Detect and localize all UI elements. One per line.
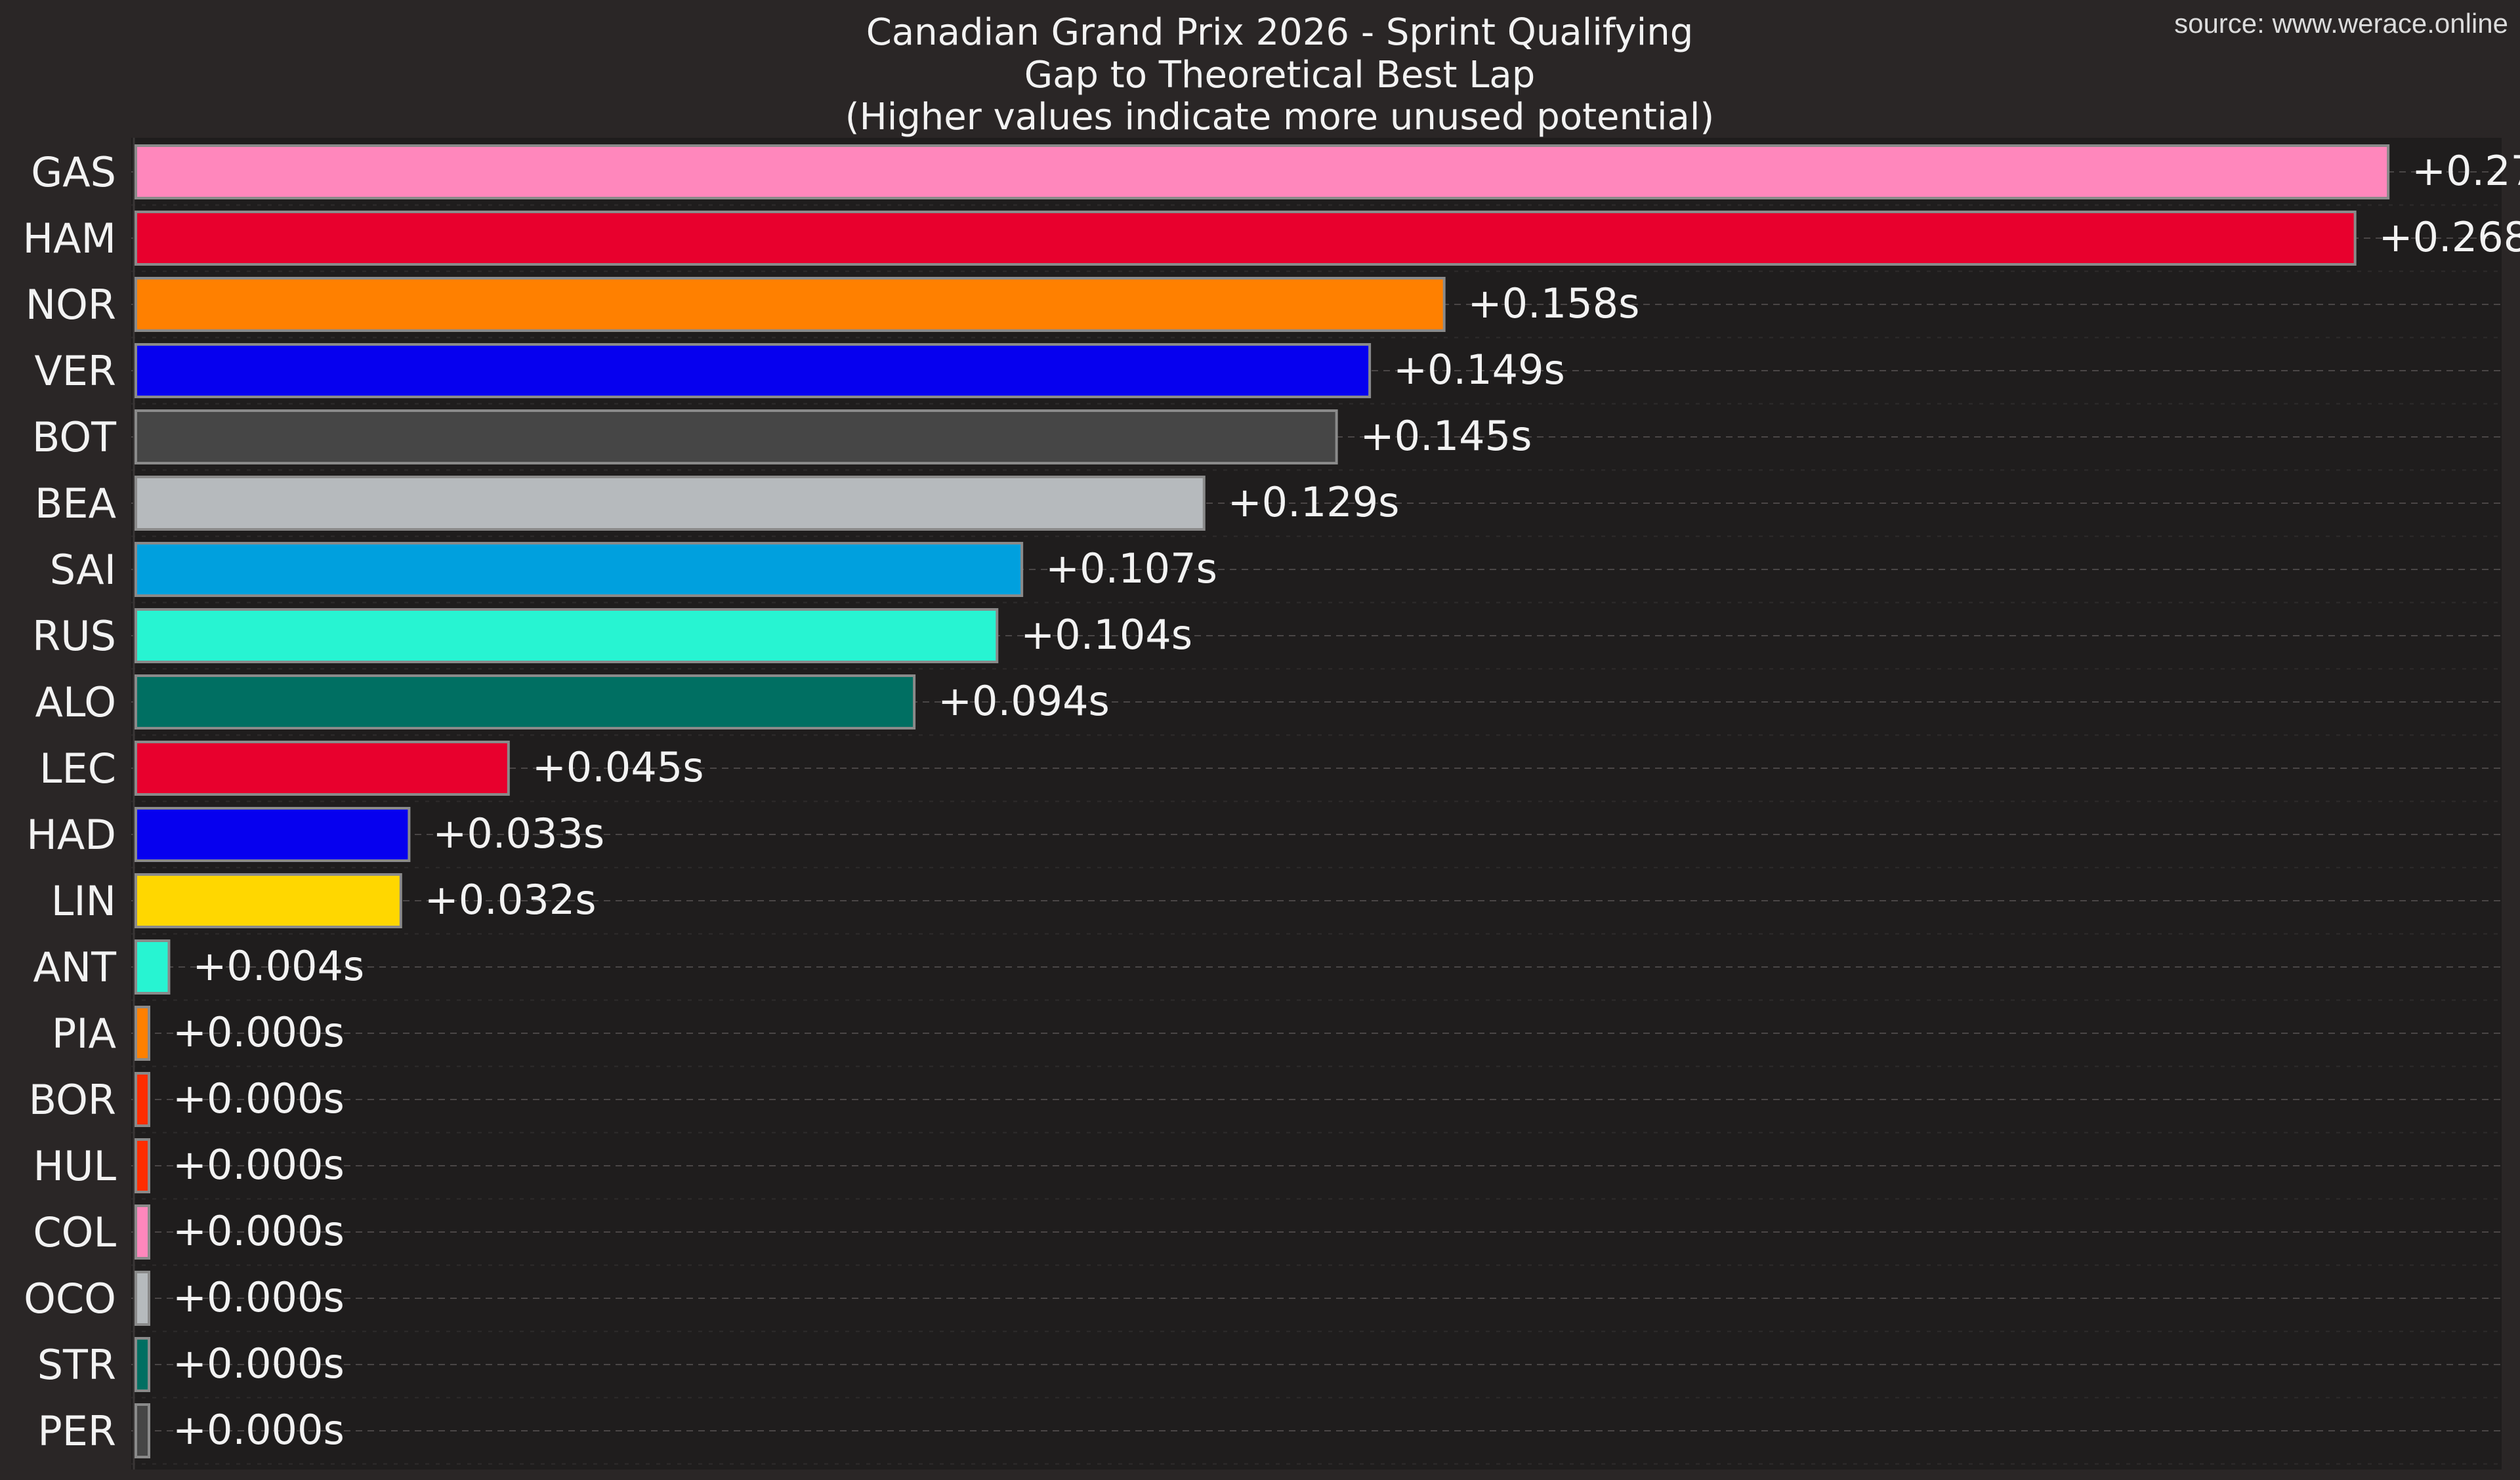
bar-rus: [135, 608, 999, 663]
data-label: +0.000s: [173, 1008, 345, 1056]
y-tick-label: BOR: [29, 1076, 116, 1124]
chart-note: (Higher values indicate more unused pote…: [845, 96, 1715, 138]
bar-oco: [135, 1271, 150, 1326]
y-tick-label: ANT: [33, 943, 117, 991]
data-label: +0.268s: [2379, 213, 2520, 261]
data-label: +0.158s: [1468, 279, 1640, 327]
chart-title: Canadian Grand Prix 2026 - Sprint Qualif…: [866, 11, 1694, 54]
bar-pia: [135, 1006, 150, 1061]
data-label: +0.272s: [2412, 147, 2520, 195]
data-labels: +0.272s +0.268s +0.158s +0.149s +0.145s +0.12…: [173, 147, 2520, 1454]
y-tick-label: HUL: [33, 1142, 116, 1190]
bar-bot: [135, 409, 1338, 464]
bars: [135, 144, 2390, 1458]
bar-bea: [135, 476, 1206, 531]
bar-per: [135, 1403, 150, 1458]
data-label: +0.032s: [425, 876, 597, 924]
y-tick-label: BEA: [35, 480, 116, 527]
bar-hul: [135, 1138, 150, 1193]
data-label: +0.129s: [1228, 478, 1400, 526]
bar-had: [135, 807, 411, 862]
y-tick-label: ALO: [35, 678, 116, 726]
y-tick-label: BOT: [32, 413, 117, 461]
bar-lin: [135, 873, 402, 928]
bar-alo: [135, 674, 916, 730]
bar-ant: [135, 939, 171, 995]
data-label: +0.000s: [173, 1406, 345, 1454]
y-tick-label: RUS: [32, 612, 116, 660]
data-label: +0.000s: [173, 1207, 345, 1255]
data-label: +0.000s: [173, 1273, 345, 1321]
data-label: +0.000s: [173, 1141, 345, 1189]
y-tick-label: HAM: [22, 215, 116, 262]
y-tick-label: PIA: [52, 1010, 116, 1058]
y-tick-label: PER: [37, 1407, 116, 1455]
plot-area: [131, 138, 2502, 1470]
bar-bor: [135, 1072, 150, 1127]
data-label: +0.000s: [173, 1075, 345, 1122]
y-tick-label: COL: [33, 1208, 116, 1256]
data-label: +0.033s: [432, 810, 604, 857]
y-tick-labels: GAS HAM NOR VER BOT BEA SAI RUS ALO LEC HAD LIN ANT P…: [22, 148, 117, 1455]
source-credit: source: www.werace.online: [2174, 8, 2508, 39]
data-label: +0.045s: [532, 743, 704, 791]
data-label: +0.145s: [1360, 412, 1532, 460]
y-tick-label: NOR: [26, 281, 116, 329]
data-label: +0.004s: [192, 942, 364, 990]
bar-str: [135, 1337, 150, 1392]
y-tick-label: GAS: [31, 148, 116, 196]
data-label: +0.094s: [938, 677, 1110, 725]
bar-col: [135, 1204, 150, 1260]
bar-nor: [135, 277, 1446, 332]
y-tick-label: HAD: [26, 811, 116, 859]
y-tick-label: LEC: [39, 745, 116, 792]
y-tick-label: OCO: [24, 1275, 116, 1323]
y-tick-label: SAI: [50, 546, 116, 594]
bar-ver: [135, 343, 1372, 398]
data-label: +0.107s: [1045, 545, 1217, 592]
y-tick-label: LIN: [51, 877, 116, 925]
bar-lec: [135, 741, 510, 796]
chart-subtitle: Gap to Theoretical Best Lap: [1024, 54, 1536, 96]
data-label: +0.149s: [1393, 346, 1565, 394]
data-label: +0.104s: [1020, 611, 1192, 659]
bar-ham: [135, 211, 2357, 266]
y-tick-label: STR: [37, 1341, 116, 1389]
bar-gas: [135, 144, 2390, 199]
y-tick-label: VER: [34, 347, 116, 395]
data-label: +0.000s: [173, 1340, 345, 1388]
bar-sai: [135, 542, 1024, 597]
